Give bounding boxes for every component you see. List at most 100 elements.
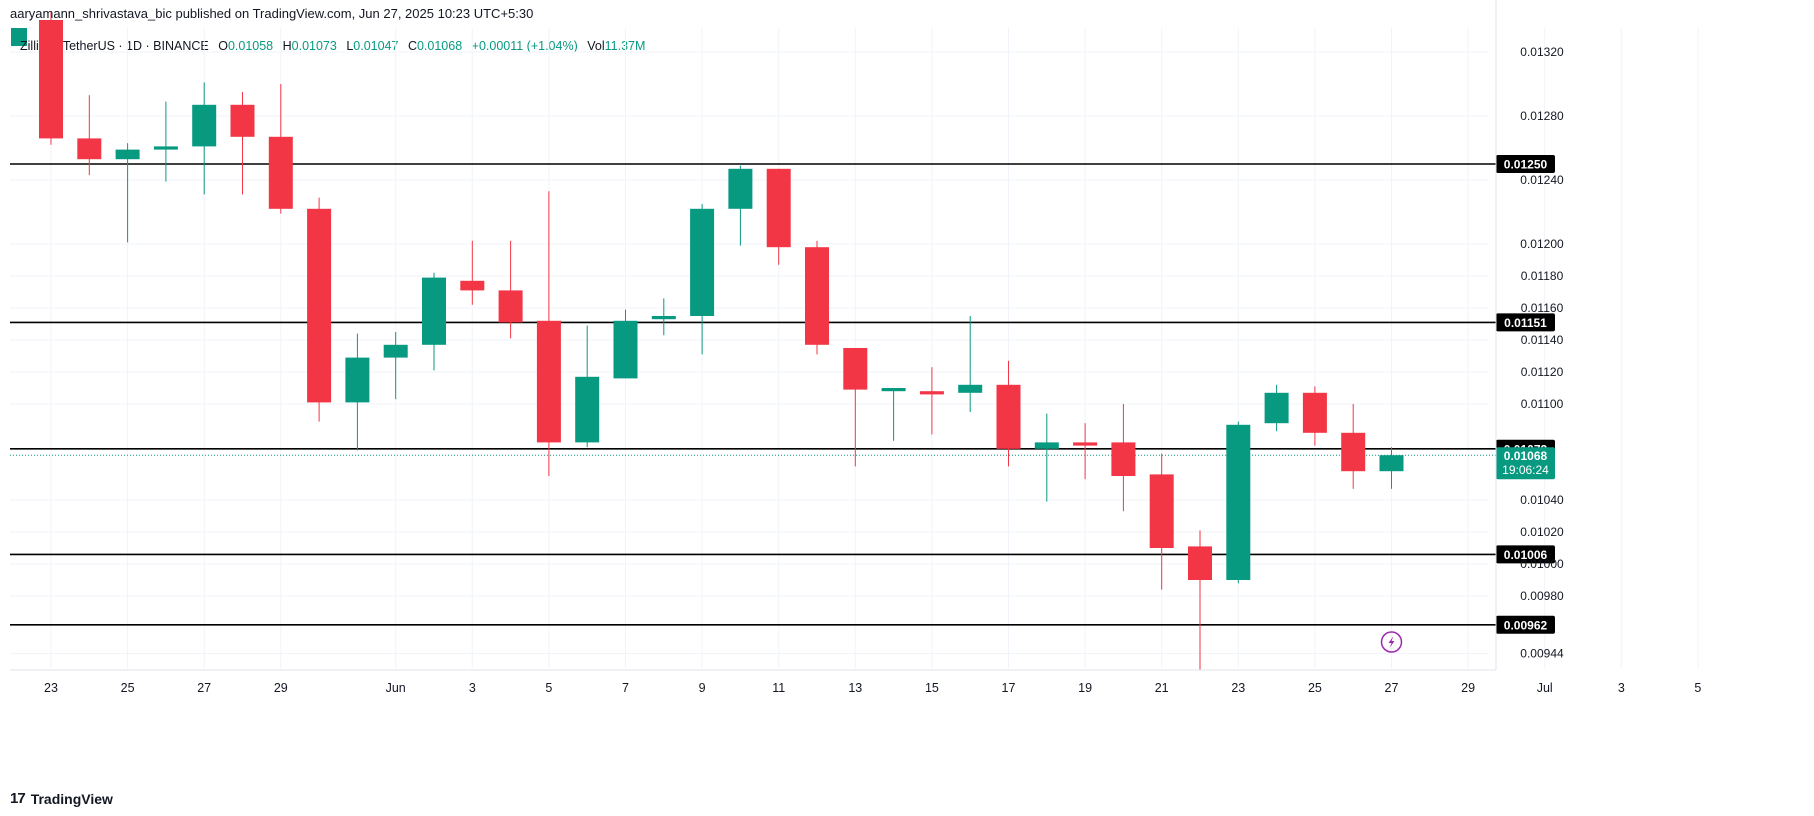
x-tick-label: 9 (699, 681, 706, 695)
candle-body-up[interactable] (1034, 442, 1059, 449)
candle-body-up[interactable] (881, 388, 906, 392)
candle-body-down[interactable] (536, 320, 561, 443)
level-price-label: 0.00962 (1504, 618, 1548, 632)
candle-body-down[interactable] (268, 136, 293, 209)
y-tick-label: 0.01180 (1521, 269, 1564, 283)
alert-icon-circle[interactable] (1380, 631, 1403, 653)
candle-body-down[interactable] (843, 348, 868, 390)
y-tick-label: 0.01000 (1520, 557, 1564, 571)
lightning-icon (1388, 636, 1395, 648)
horizontal-levels: 0.012500.011510.010720.010060.009620.010… (10, 155, 1555, 634)
y-tick-label: 0.01140 (1521, 333, 1564, 347)
ohlc-legend: Zilliqa / TetherUS · 1D · BINANCE O0.010… (20, 39, 645, 53)
x-tick-label: 5 (1694, 681, 1701, 695)
candle-body-down[interactable] (230, 104, 255, 137)
x-tick-label: 23 (44, 681, 58, 695)
legend-change: +0.00011 (+1.04%) (471, 39, 578, 53)
candle-body-up[interactable] (192, 104, 217, 147)
publisher-credit: aaryamann_shrivastava_bic published on T… (10, 6, 534, 21)
level-price-label: 0.01006 (1504, 548, 1548, 562)
candle-body-down[interactable] (1111, 442, 1136, 476)
y-tick-label: 0.01160 (1521, 301, 1564, 315)
countdown-label: 19:06:24 (1502, 463, 1549, 477)
legend-high: 0.01073 (291, 39, 337, 53)
x-tick-label: 15 (925, 681, 939, 695)
x-tick-label: 11 (772, 681, 785, 695)
x-tick-label: 13 (848, 681, 862, 695)
candle-body-up[interactable] (575, 376, 600, 443)
x-tick-label: 3 (469, 681, 476, 695)
x-tick-label: 29 (274, 681, 288, 695)
x-tick-label: 21 (1155, 681, 1169, 695)
candle-body-down[interactable] (996, 384, 1021, 449)
candle-body-up[interactable] (422, 277, 446, 345)
candle-body-down[interactable] (39, 20, 63, 139)
candle-body-down[interactable] (498, 290, 523, 323)
alert-icon[interactable] (1380, 631, 1403, 653)
y-tick-label: 0.01240 (1520, 173, 1564, 187)
candle-body-up[interactable] (115, 149, 140, 160)
candle-body-up[interactable] (1226, 424, 1251, 580)
tradingview-name: TradingView (30, 790, 113, 807)
y-tick-label: 0.01040 (1520, 493, 1564, 507)
candle-body-down[interactable] (77, 138, 102, 160)
candle-body-down[interactable] (1149, 474, 1174, 548)
level-price-tag (1496, 155, 1555, 173)
level-price-tag (1496, 313, 1555, 332)
candle-body-up[interactable] (383, 344, 408, 358)
symbol-logo-icon (11, 28, 27, 46)
level-price-tag (1496, 615, 1555, 634)
candle-body-up[interactable] (958, 384, 983, 393)
x-tick-label: 27 (197, 681, 211, 695)
level-price-tag (1496, 545, 1555, 564)
candle-body-down[interactable] (919, 391, 944, 395)
current-price-tag (1496, 447, 1555, 480)
x-tick-label: 23 (1231, 681, 1245, 695)
candle-body-down[interactable] (1188, 546, 1212, 580)
candle-body-up[interactable] (345, 357, 370, 403)
candle-body-down[interactable] (1073, 442, 1098, 446)
legend-symbol[interactable]: Zilliqa / TetherUS · 1D · BINANCE (20, 39, 209, 53)
candle-body-up[interactable] (1264, 392, 1289, 424)
y-tick-label: 0.01020 (1520, 525, 1564, 539)
y-tick-label: 0.01100 (1521, 397, 1564, 411)
candle-body-up[interactable] (1379, 455, 1404, 472)
legend-close-label: C (407, 39, 417, 53)
candle-body-up[interactable] (153, 146, 178, 150)
candle-body-up[interactable] (613, 320, 638, 379)
legend-high-label: H (282, 39, 292, 53)
level-price-label: 0.01151 (1504, 316, 1547, 330)
legend-close: 0.01068 (416, 39, 463, 53)
legend-volume-label: Vol (587, 39, 605, 53)
candle-body-down[interactable] (805, 247, 829, 345)
candles (39, 12, 1404, 670)
candle-body-down[interactable] (1302, 392, 1327, 433)
x-tick-label: 5 (545, 681, 552, 695)
x-tick-label: 29 (1461, 681, 1475, 695)
candle-body-up[interactable] (690, 208, 715, 316)
candle-body-down[interactable] (766, 168, 791, 248)
level-price-label: 0.01250 (1504, 158, 1548, 172)
y-tick-label: 0.01280 (1520, 109, 1564, 123)
legend-open-label: O (218, 39, 228, 53)
y-tick-label: 0.00980 (1520, 589, 1564, 603)
x-tick-label: 27 (1385, 681, 1399, 695)
y-tick-label: 0.01200 (1520, 237, 1564, 251)
x-tick-label: 19 (1078, 681, 1092, 695)
x-tick-label: Jul (1537, 681, 1553, 695)
x-tick-label: 3 (1618, 681, 1625, 695)
legend-low-label: L (346, 39, 354, 53)
candle-body-up[interactable] (651, 316, 676, 320)
tradingview-brand[interactable]: 17 TradingView (10, 790, 113, 807)
candle-body-up[interactable] (728, 168, 753, 209)
legend-open: 0.01058 (227, 39, 274, 53)
x-tick-label: 25 (121, 681, 135, 695)
candle-body-down[interactable] (460, 280, 485, 291)
x-tick-label: 25 (1308, 681, 1322, 695)
legend-low: 0.01047 (353, 39, 399, 53)
tradingview-logo-icon: 17 (10, 790, 26, 807)
x-tick-label: Jun (386, 681, 406, 695)
candle-body-down[interactable] (1341, 432, 1366, 472)
candle-body-down[interactable] (307, 208, 332, 403)
